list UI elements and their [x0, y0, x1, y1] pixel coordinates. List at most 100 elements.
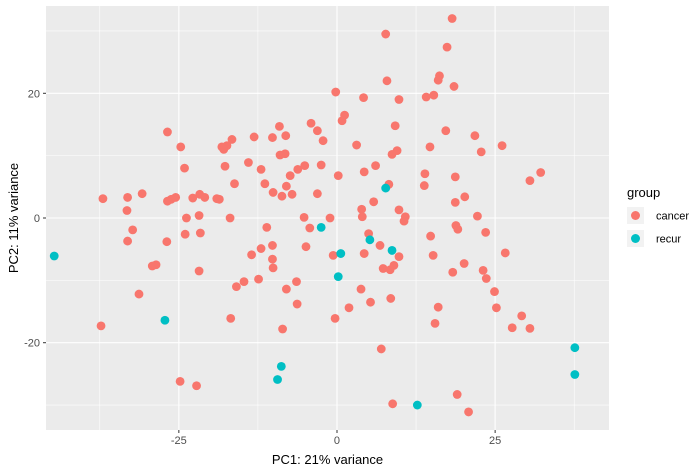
legend-label-recur: recur — [656, 234, 681, 246]
point-cancer — [306, 118, 316, 128]
point-cancer — [394, 95, 404, 104]
point-cancer — [460, 192, 470, 202]
point-cancer — [247, 250, 256, 260]
grid-major — [46, 6, 609, 430]
point-cancer — [225, 213, 235, 223]
point-cancer — [122, 206, 132, 215]
x-axis-title: PC1: 21% variance — [272, 452, 383, 467]
point-cancer — [450, 198, 460, 207]
y-axis: -20 0 20 — [24, 88, 46, 350]
point-cancer — [450, 172, 460, 182]
point-cancer — [433, 302, 443, 312]
point-cancer — [128, 225, 138, 235]
point-recur — [365, 235, 375, 245]
point-cancer — [280, 149, 290, 159]
point-cancer — [176, 142, 186, 152]
point-cancer — [337, 116, 347, 126]
point-cancer — [254, 274, 263, 284]
x-tick-label: 25 — [489, 435, 501, 447]
point-recur — [333, 272, 343, 282]
point-cancer — [292, 299, 302, 309]
point-cancer — [275, 121, 284, 131]
point-recur — [381, 183, 391, 193]
x-tick-label: -25 — [171, 435, 187, 447]
point-cancer — [525, 176, 535, 185]
point-cancer — [425, 142, 435, 152]
point-cancer — [175, 376, 185, 386]
point-cancer — [448, 267, 458, 277]
point-cancer — [256, 164, 266, 174]
point-recur — [316, 222, 326, 232]
point-cancer — [430, 318, 440, 328]
point-cancer — [163, 196, 172, 206]
point-cancer — [357, 212, 367, 222]
point-cancer — [390, 121, 400, 131]
point-cancer — [381, 29, 391, 39]
point-cancer — [137, 189, 147, 199]
point-cancer — [433, 75, 443, 85]
point-cancer — [249, 132, 259, 142]
y-axis-title: PC2: 11% variance — [6, 163, 21, 273]
point-cancer — [312, 189, 322, 199]
point-cancer — [192, 381, 201, 391]
point-cancer — [281, 284, 291, 294]
point-cancer — [492, 303, 501, 313]
point-cancer — [356, 284, 366, 294]
point-cancer — [260, 179, 270, 189]
point-cancer — [536, 168, 546, 177]
point-cancer — [464, 407, 473, 417]
point-cancer — [98, 194, 108, 204]
point-cancer — [426, 231, 436, 241]
point-cancer — [470, 131, 480, 141]
point-cancer — [180, 163, 189, 173]
point-cancer — [382, 76, 392, 86]
point-cancer — [268, 133, 277, 142]
point-cancer — [428, 251, 438, 260]
point-cancer — [268, 188, 278, 197]
point-cancer — [134, 289, 144, 299]
point-cancer — [195, 189, 205, 199]
point-cancer — [226, 313, 236, 323]
point-cancer — [278, 324, 287, 334]
point-cancer — [281, 181, 291, 191]
point-cancer — [476, 147, 486, 157]
point-cancer — [301, 242, 311, 252]
x-axis: -25 0 25 — [171, 430, 501, 447]
point-cancer — [331, 87, 341, 97]
point-cancer — [281, 131, 291, 141]
point-cancer — [232, 282, 241, 291]
point-cancer — [227, 135, 237, 144]
point-cancer — [500, 248, 510, 258]
point-cancer — [420, 169, 430, 179]
point-cancer — [230, 179, 239, 189]
point-recur — [160, 315, 170, 325]
point-cancer — [371, 161, 380, 171]
point-cancer — [162, 237, 172, 247]
point-cancer — [96, 321, 106, 331]
point-cancer — [447, 14, 457, 23]
point-cancer — [481, 227, 491, 237]
point-cancer — [387, 150, 397, 159]
point-cancer — [369, 197, 379, 207]
point-cancer — [262, 222, 272, 232]
point-cancer — [507, 323, 517, 333]
point-cancer — [394, 205, 404, 215]
point-cancer — [376, 344, 386, 354]
point-cancer — [268, 263, 278, 273]
point-cancer — [421, 92, 431, 102]
point-cancer — [268, 241, 277, 250]
point-cancer — [333, 171, 343, 181]
point-cancer — [375, 241, 385, 250]
point-cancer — [525, 323, 535, 333]
point-cancer — [299, 212, 309, 222]
point-cancer — [293, 164, 303, 174]
legend-marker-recur — [631, 234, 640, 243]
data-points — [49, 14, 580, 417]
point-cancer — [481, 274, 491, 283]
legend-marker-cancer — [631, 211, 640, 220]
point-cancer — [344, 303, 354, 313]
point-cancer — [318, 136, 328, 146]
y-tick-label: 20 — [28, 88, 40, 100]
point-cancer — [182, 213, 191, 223]
point-cancer — [312, 126, 322, 136]
